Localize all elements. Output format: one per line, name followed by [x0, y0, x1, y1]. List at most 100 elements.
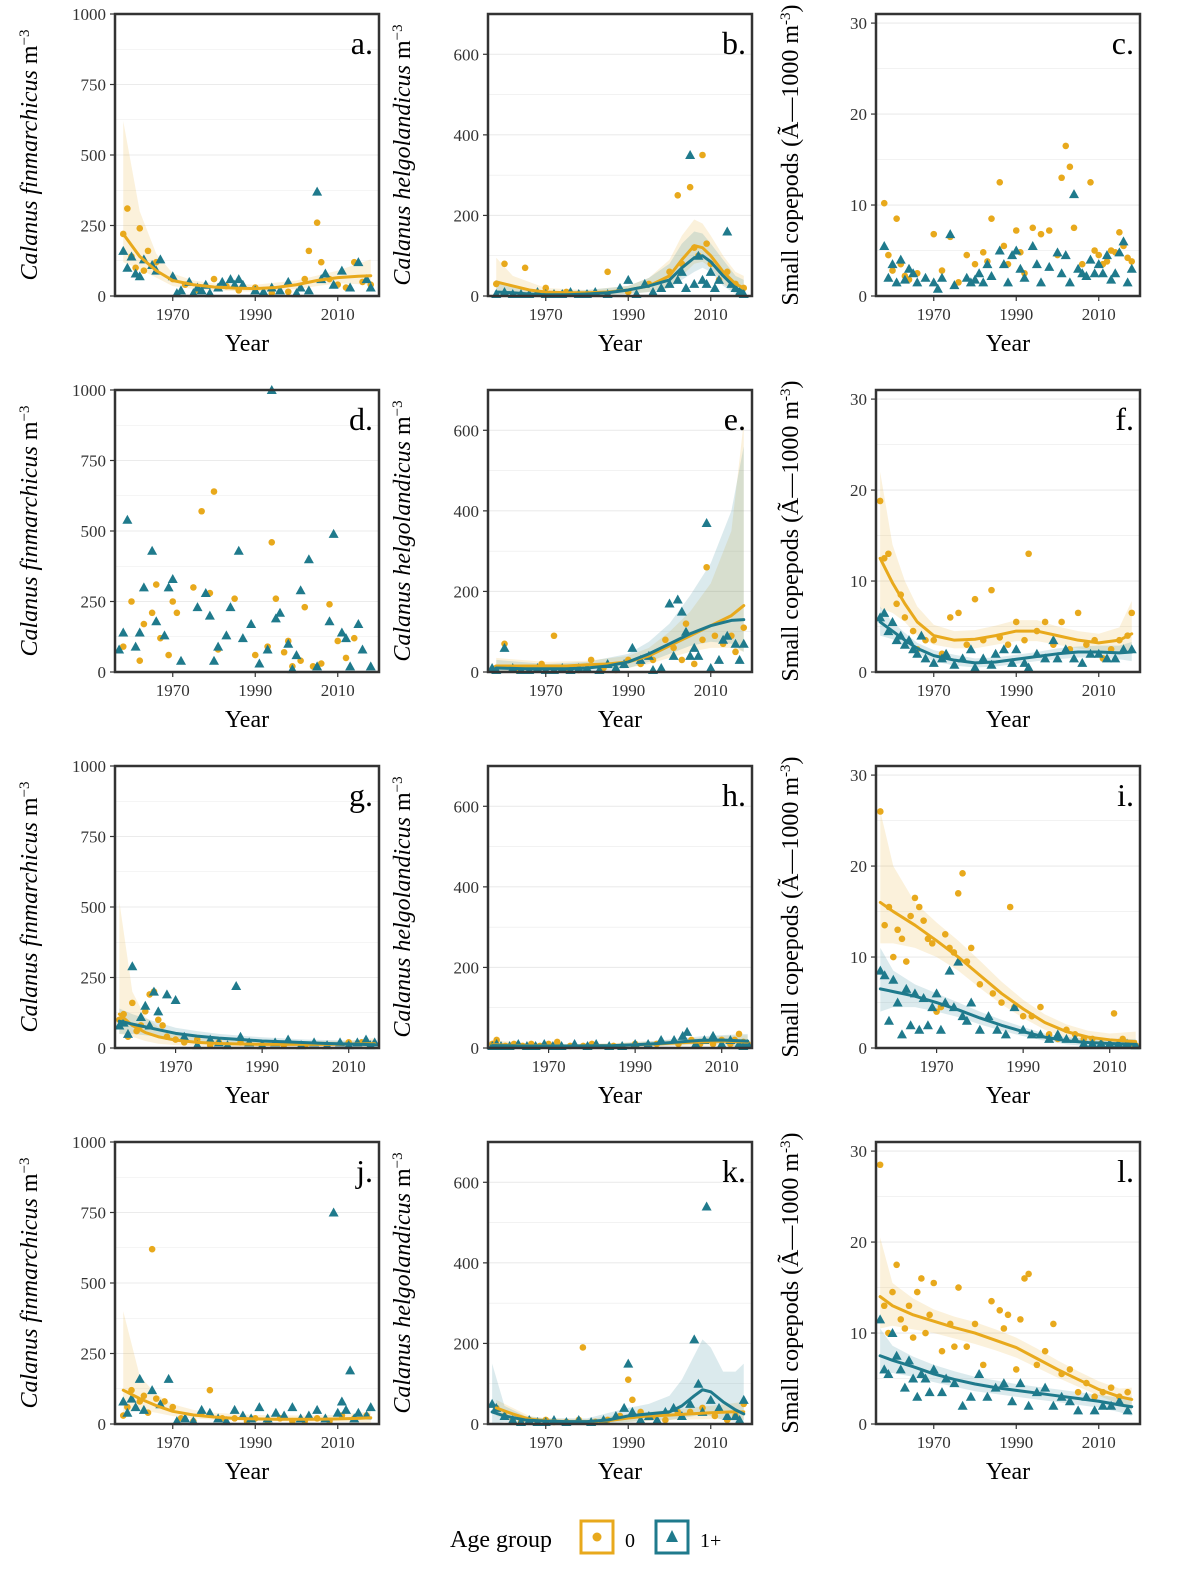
- x-axis-title: Year: [986, 707, 1030, 733]
- panel-b: 1970 1990 2010 0 200 400 600 Year Calanus helgol…: [390, 12, 754, 357]
- y-tick-label: 10: [850, 572, 867, 591]
- point-age-0: [674, 191, 682, 199]
- point-age-0: [1070, 224, 1078, 232]
- point-age-0: [268, 538, 276, 546]
- point-age-1+: [126, 251, 137, 261]
- point-age-0: [1019, 1012, 1027, 1020]
- point-age-1+: [908, 268, 919, 278]
- point-age-1+: [982, 1391, 993, 1401]
- point-age-0: [251, 651, 259, 659]
- point-age-1+: [627, 642, 638, 652]
- y-axis-title: Small copepods (Ã—1000 m-3): [778, 4, 804, 305]
- point-age-1+: [295, 585, 306, 595]
- legend-marker-1: [666, 1530, 678, 1542]
- x-tick-label: 2010: [321, 681, 355, 700]
- panel-frame: [874, 764, 1142, 1050]
- point-age-0: [326, 601, 333, 608]
- point-age-1+: [114, 644, 125, 654]
- point-age-1+: [705, 266, 716, 276]
- point-age-1+: [1052, 247, 1063, 257]
- point-age-1+: [179, 1031, 190, 1041]
- point-age-1+: [147, 545, 158, 555]
- point-age-1+: [998, 1378, 1009, 1388]
- point-age-1+: [920, 272, 931, 282]
- point-age-1+: [336, 1396, 347, 1406]
- point-age-1+: [1073, 263, 1084, 273]
- panel-label: c.: [1112, 25, 1134, 61]
- smooth-line-age-1+: [490, 1038, 750, 1048]
- point-age-0: [988, 1297, 995, 1305]
- point-age-0: [1017, 1316, 1024, 1323]
- point-age-1+: [138, 1404, 149, 1414]
- point-age-1+: [722, 226, 733, 236]
- point-age-1+: [685, 150, 696, 159]
- panel-background: [488, 1142, 752, 1424]
- panel-c: 1970 1990 2010 0 10 20 30 Year Small copepods (Ã…: [778, 4, 1142, 357]
- point-age-0: [550, 632, 558, 640]
- y-tick-label: 200: [454, 582, 480, 601]
- point-age-0: [876, 497, 884, 505]
- point-age-0: [998, 999, 1005, 1006]
- y-axis-title: Calanus helgolandicus m−3: [390, 24, 416, 285]
- y-tick-label: 500: [81, 1274, 107, 1293]
- point-age-0: [913, 1288, 921, 1296]
- x-tick-label: 2010: [694, 681, 728, 700]
- point-age-1+: [974, 1368, 985, 1378]
- smooth-line-age-0: [878, 900, 1138, 1044]
- point-age-1+: [970, 274, 980, 284]
- y-tick-label: 500: [81, 146, 107, 165]
- point-age-1+: [217, 276, 228, 286]
- x-tick-label: 2010: [321, 305, 355, 324]
- point-age-1+: [1077, 657, 1088, 667]
- point-age-1+: [336, 265, 347, 275]
- point-age-1+: [652, 1414, 663, 1424]
- point-age-1+: [883, 272, 894, 282]
- point-age-0: [1087, 178, 1094, 186]
- x-axis-title: Year: [225, 707, 269, 733]
- y-tick-label: 400: [454, 1254, 480, 1273]
- point-age-1+: [904, 263, 914, 273]
- point-age-1+: [656, 282, 667, 292]
- point-age-0: [711, 632, 719, 640]
- point-age-0: [1074, 1388, 1082, 1396]
- y-tick-label: 30: [850, 390, 867, 409]
- point-age-0: [901, 614, 909, 621]
- legend-title: Age group: [450, 1527, 552, 1553]
- x-tick-label: 2010: [332, 1057, 366, 1076]
- x-tick-label: 1970: [532, 1057, 566, 1076]
- point-age-0: [996, 178, 1004, 186]
- y-tick-label: 10: [850, 948, 867, 967]
- point-age-1+: [992, 1024, 1003, 1034]
- y-tick-label: 20: [850, 105, 867, 124]
- point-age-1+: [891, 635, 902, 645]
- x-axis-title: Year: [225, 1459, 269, 1485]
- point-age-0: [979, 249, 987, 256]
- point-age-1+: [1093, 259, 1104, 269]
- point-age-1+: [708, 1030, 719, 1040]
- point-age-1+: [965, 277, 976, 287]
- point-age-1+: [147, 1385, 158, 1395]
- smooth-line-age-1+: [494, 618, 746, 671]
- point-age-1+: [722, 1410, 733, 1420]
- point-age-1+: [949, 1378, 960, 1388]
- panel-label: h.: [722, 777, 746, 813]
- point-age-0: [682, 620, 690, 627]
- point-age-1+: [312, 661, 323, 671]
- point-age-1+: [928, 277, 939, 287]
- point-age-1+: [1015, 263, 1026, 273]
- point-age-1+: [1089, 1405, 1100, 1415]
- point-age-1+: [689, 278, 700, 288]
- point-age-0: [317, 258, 325, 266]
- panel-background: [488, 14, 752, 296]
- point-age-0: [1037, 230, 1045, 238]
- y-tick-label: 200: [454, 1334, 480, 1353]
- y-tick-label: 20: [850, 1233, 867, 1252]
- panel-j: 1970 1990 2010 0 250 500 750 1000 Year Calanus fi…: [17, 1133, 381, 1485]
- point-age-0: [169, 598, 177, 605]
- point-age-1+: [957, 1400, 968, 1410]
- point-age-0: [521, 264, 529, 272]
- point-age-1+: [114, 1020, 125, 1030]
- point-age-0: [173, 609, 181, 617]
- point-age-1+: [1097, 1400, 1108, 1410]
